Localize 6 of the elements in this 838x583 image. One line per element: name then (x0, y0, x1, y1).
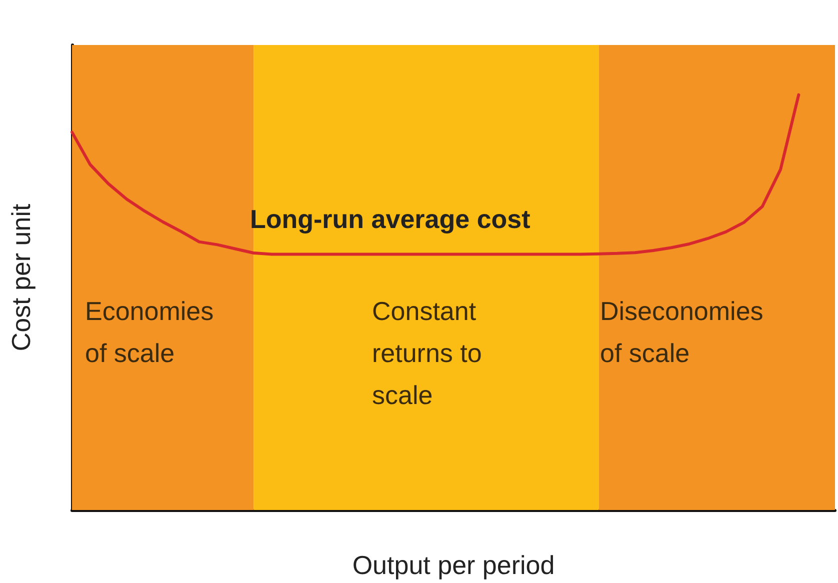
y-axis-title: Cost per unit (6, 203, 36, 352)
annotation: Constant returns to scale (372, 296, 490, 410)
annotation: Diseconomies of scale (600, 296, 771, 368)
annotation: Economies of scale (85, 296, 221, 368)
annotation: Long-run average cost (250, 204, 531, 234)
x-axis-title: Output per period (352, 550, 555, 580)
